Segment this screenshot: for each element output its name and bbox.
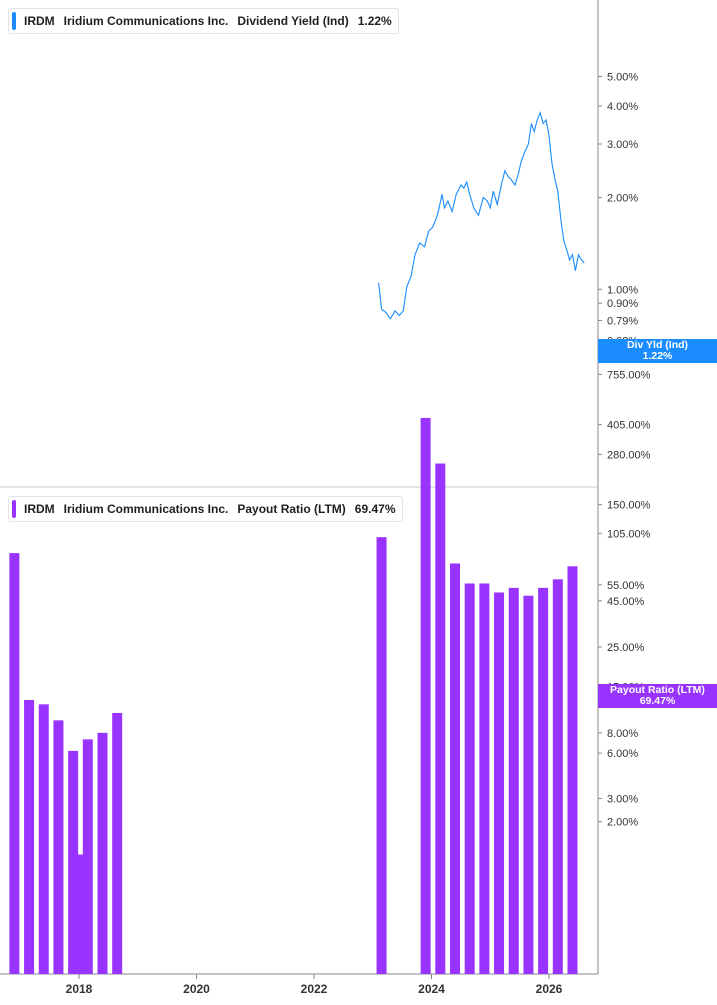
bottom-y-tick-label: 45.00% xyxy=(607,596,645,608)
bottom-y-tick-label: 25.00% xyxy=(607,642,645,654)
top-y-tick-label: 0.79% xyxy=(607,315,638,327)
bottom-legend-value: 69.47% xyxy=(354,502,396,516)
bottom-y-tick-label: 8.00% xyxy=(607,728,638,740)
payout-bar xyxy=(450,563,460,974)
payout-value-tag: Payout Ratio (LTM) 69.47% xyxy=(598,684,717,708)
top-y-axis: 5.00%4.00%3.00%2.00%1.00%0.90%0.79%0.68% xyxy=(598,71,638,347)
top-legend[interactable]: IRDM Iridium Communications Inc. Dividen… xyxy=(8,8,399,34)
payout-tag-name: Payout Ratio (LTM) xyxy=(610,684,705,696)
payout-bar xyxy=(112,712,123,974)
top-y-tick-label: 2.00% xyxy=(607,193,638,205)
bottom-y-tick-label: 55.00% xyxy=(607,580,645,592)
x-tick-label: 2018 xyxy=(66,982,93,996)
top-y-tick-label: 1.00% xyxy=(607,284,638,296)
payout-bar xyxy=(538,587,549,974)
payout-bar xyxy=(508,587,519,974)
top-legend-ticker: IRDM xyxy=(24,14,55,28)
payout-bar xyxy=(523,595,534,974)
payout-bar xyxy=(24,700,35,974)
bottom-y-tick-label: 405.00% xyxy=(607,420,651,432)
payout-bar xyxy=(420,417,431,974)
bottom-y-tick-label: 3.00% xyxy=(607,793,638,805)
yield-tag-value: 1.22% xyxy=(642,350,673,362)
bottom-legend-ticker: IRDM xyxy=(24,502,55,516)
x-tick-label: 2024 xyxy=(418,982,445,996)
payout-bars xyxy=(9,417,578,974)
bottom-legend-company: Iridium Communications Inc. xyxy=(63,502,229,516)
bottom-legend-metric: Payout Ratio (LTM) xyxy=(237,502,346,516)
payout-bar xyxy=(97,732,108,974)
yield-value-tag: Div Yld (Ind) 1.22% xyxy=(598,339,717,363)
payout-bar xyxy=(567,566,578,974)
top-legend-company: Iridium Communications Inc. xyxy=(63,14,229,28)
top-legend-value: 1.22% xyxy=(357,14,392,28)
payout-color-swatch xyxy=(12,500,16,518)
payout-bar xyxy=(82,739,93,974)
payout-bar xyxy=(494,592,505,974)
x-tick-label: 2026 xyxy=(536,982,563,996)
payout-tag-value: 69.47% xyxy=(639,695,676,707)
payout-bar xyxy=(435,463,446,974)
payout-bar xyxy=(552,579,563,974)
yield-tag-name: Div Yld (Ind) xyxy=(626,339,689,351)
x-axis: 2018 2020 2022 2024 2026 xyxy=(66,974,563,996)
top-y-tick-label: 3.00% xyxy=(607,139,638,151)
bottom-y-tick-label: 2.00% xyxy=(607,817,638,829)
top-y-tick-label: 0.90% xyxy=(607,298,638,310)
bottom-y-tick-label: 280.00% xyxy=(607,449,651,461)
top-y-tick-label: 4.00% xyxy=(607,101,638,113)
payout-bar xyxy=(53,720,64,974)
yield-color-swatch xyxy=(12,12,16,30)
bottom-y-tick-label: 755.00% xyxy=(607,369,651,381)
bottom-legend[interactable]: IRDM Iridium Communications Inc. Payout … xyxy=(8,496,403,522)
top-legend-metric: Dividend Yield (Ind) xyxy=(237,14,349,28)
x-tick-label: 2022 xyxy=(301,982,328,996)
bottom-y-axis: 1,100.00%755.00%405.00%280.00%150.00%105… xyxy=(598,339,660,829)
payout-bar xyxy=(479,583,490,974)
bottom-y-tick-label: 150.00% xyxy=(607,500,651,512)
payout-bar xyxy=(376,537,387,974)
payout-bar xyxy=(68,750,79,974)
dividend-yield-line xyxy=(378,110,585,320)
bottom-y-tick-label: 6.00% xyxy=(607,748,638,760)
payout-bar xyxy=(464,583,475,974)
payout-bar xyxy=(38,704,49,974)
top-y-tick-label: 5.00% xyxy=(607,71,638,83)
payout-bar xyxy=(9,553,20,974)
payout-bar xyxy=(74,854,84,974)
x-tick-label: 2020 xyxy=(183,982,210,996)
bottom-y-tick-label: 105.00% xyxy=(607,528,651,540)
